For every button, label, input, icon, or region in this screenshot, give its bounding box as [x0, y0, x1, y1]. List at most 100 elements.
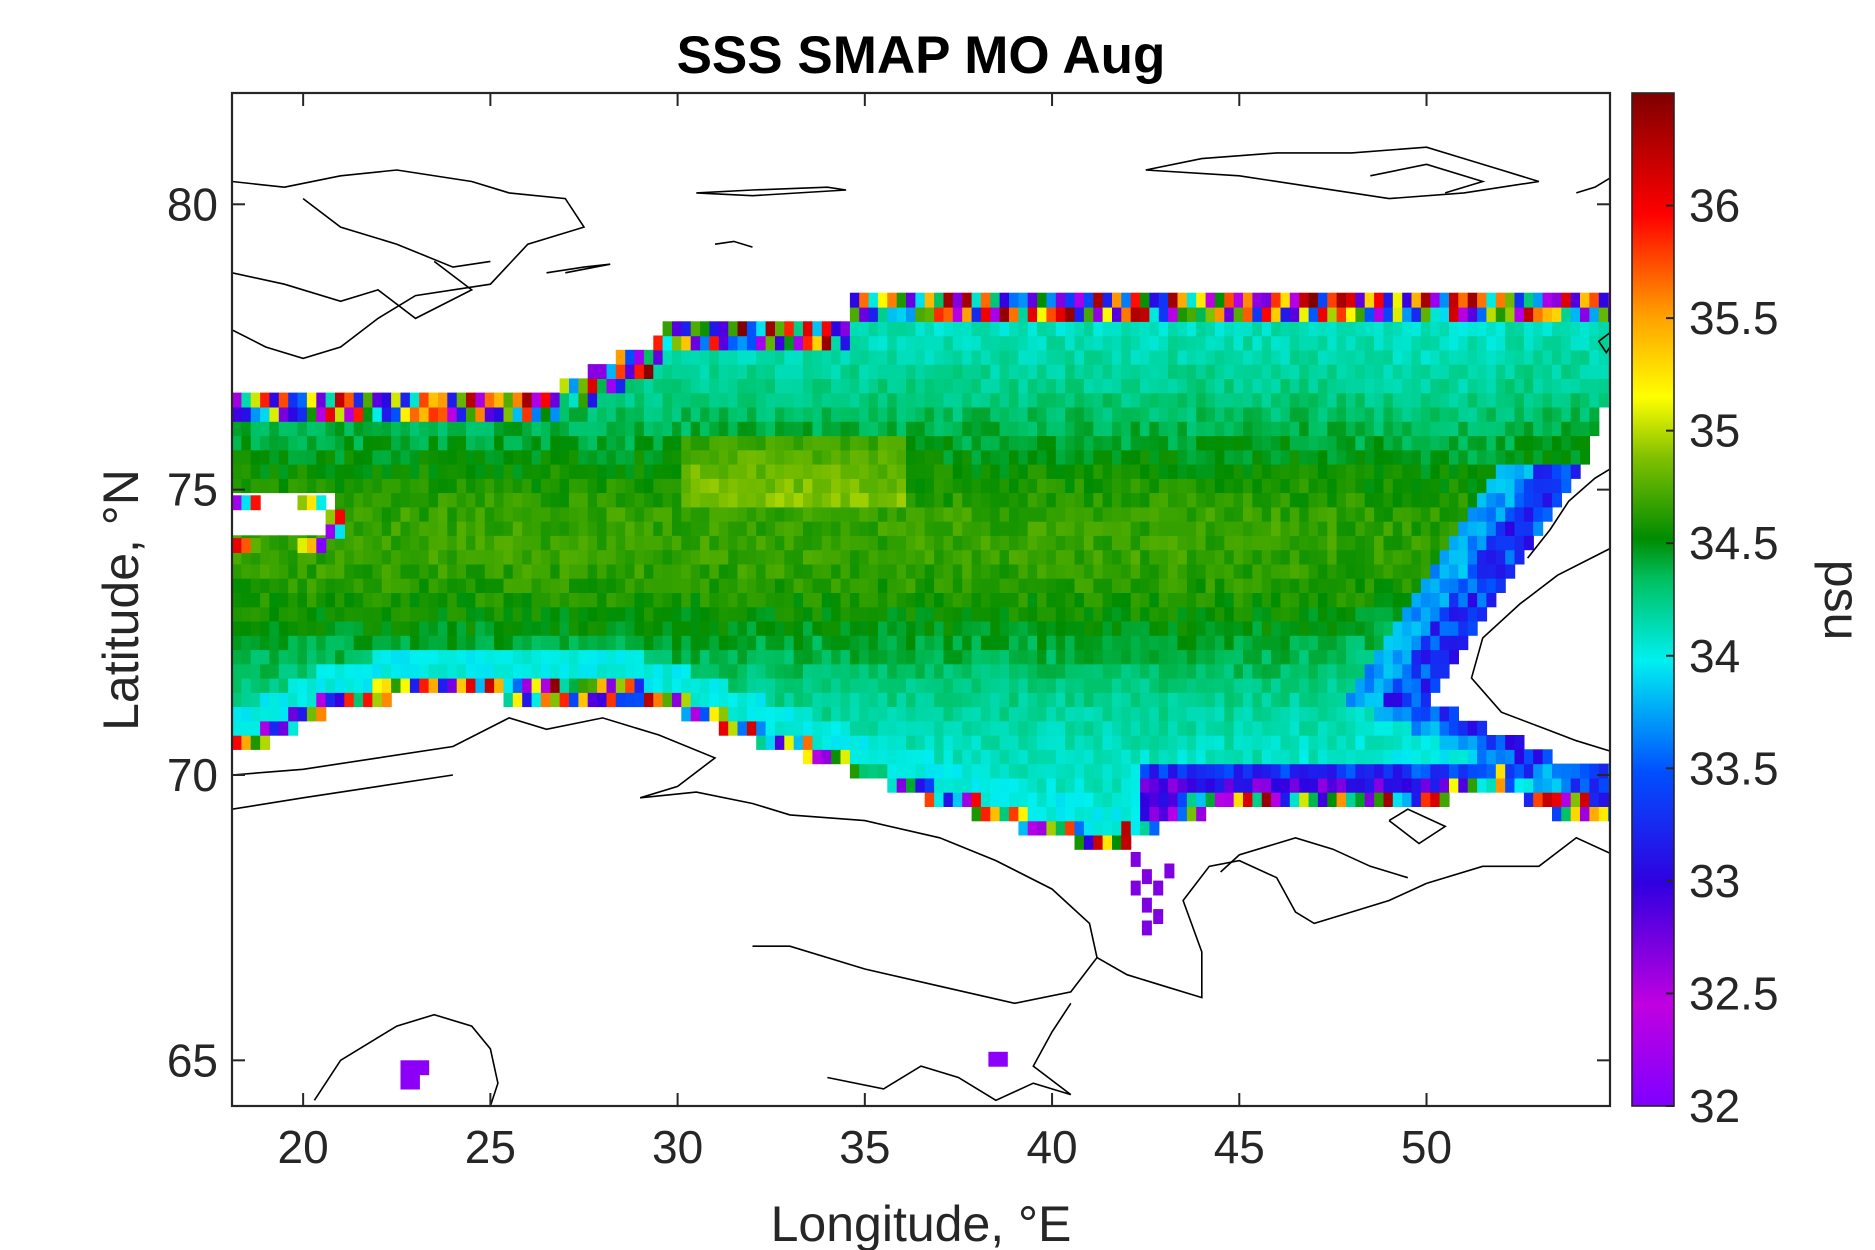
heat-cell — [906, 406, 916, 422]
heat-cell — [1364, 720, 1375, 736]
heat-cell — [1009, 406, 1019, 422]
heat-cell — [1214, 706, 1225, 722]
heat-cell — [1093, 820, 1104, 836]
heat-cell — [278, 706, 289, 722]
heat-cell — [877, 449, 888, 465]
heat-cell — [1289, 749, 1300, 765]
heat-cell — [325, 435, 336, 451]
heat-cell — [1467, 449, 1478, 465]
heat-cell — [466, 506, 476, 522]
heat-cell — [615, 563, 626, 579]
heat-cell — [971, 578, 982, 593]
heat-cell — [1467, 735, 1478, 750]
heat-cell — [990, 763, 1001, 779]
heat-cell — [1224, 349, 1235, 365]
heat-cell — [1093, 506, 1104, 522]
heat-cell — [877, 364, 888, 379]
heat-cell — [1121, 592, 1132, 608]
heat-cell — [1046, 763, 1057, 779]
heat-cell — [1046, 620, 1057, 636]
heat-cell — [1224, 435, 1235, 451]
heat-cell — [1486, 435, 1497, 451]
heat-cell — [812, 678, 823, 693]
heat-cell — [643, 663, 654, 679]
heat-cell — [1093, 478, 1104, 494]
heat-cell — [1252, 620, 1263, 636]
heat-cell — [391, 578, 402, 593]
heat-cell — [643, 678, 654, 693]
heat-cell — [1430, 663, 1441, 679]
heat-cell — [1420, 378, 1431, 394]
heat-cell — [1027, 506, 1038, 522]
heat-cell — [550, 549, 561, 565]
heat-cell — [1252, 378, 1263, 394]
heat-cell — [400, 563, 411, 579]
heat-cell — [634, 506, 645, 522]
heat-cell — [260, 720, 271, 736]
heat-cell — [803, 378, 813, 394]
heat-cell — [587, 521, 598, 536]
heat-cell — [1252, 506, 1263, 522]
heat-cell — [1430, 592, 1441, 608]
heat-cell — [1074, 706, 1085, 722]
heat-cell — [1214, 292, 1225, 308]
heat-cell — [859, 364, 870, 379]
heat-cell — [391, 464, 402, 479]
heat-cell — [1214, 735, 1225, 750]
heat-cell — [250, 678, 261, 693]
heat-cell — [278, 392, 289, 408]
heat-cell — [943, 706, 954, 722]
heat-cell — [821, 620, 832, 636]
heat-cell — [1224, 749, 1235, 765]
heat-cell — [1205, 349, 1216, 365]
heat-cell — [1168, 335, 1179, 351]
heat-cell — [662, 435, 673, 451]
heat-cell — [1280, 521, 1291, 536]
heat-cell — [1420, 735, 1431, 750]
heat-cell — [1327, 435, 1338, 451]
heat-cell — [952, 720, 963, 736]
heat-cell — [447, 478, 458, 494]
heat-cell — [1458, 307, 1469, 322]
heat-cell — [700, 678, 711, 693]
heat-cell — [531, 406, 542, 422]
heat-cell — [1168, 749, 1179, 765]
heat-cell — [700, 435, 711, 451]
heat-cell — [297, 538, 308, 553]
heat-cell — [1214, 421, 1225, 437]
heat-cell — [1037, 592, 1048, 608]
heat-cell — [943, 392, 954, 408]
heat-cell — [1449, 435, 1459, 451]
heat-cell — [475, 464, 486, 479]
heat-cell — [1074, 820, 1085, 836]
heat-cell — [1458, 464, 1469, 479]
heat-cell — [924, 521, 935, 536]
heat-cell — [1355, 777, 1366, 793]
heat-cell — [1505, 292, 1516, 308]
heat-cell — [1243, 506, 1253, 522]
heat-cell — [1346, 563, 1356, 579]
heat-cell — [1046, 364, 1057, 379]
heat-cell — [1561, 763, 1572, 779]
heat-cell — [419, 578, 430, 593]
heat-cell — [1542, 464, 1553, 479]
heat-cell — [1093, 492, 1104, 508]
heat-cell — [634, 678, 645, 693]
heat-cell — [325, 649, 336, 665]
heat-cell — [1046, 421, 1057, 437]
heat-cell — [700, 378, 711, 394]
heat-cell — [1317, 321, 1328, 337]
heat-cell — [1083, 777, 1094, 793]
heat-cell — [1364, 777, 1375, 793]
heat-cell — [587, 535, 598, 551]
heat-cell — [1420, 349, 1431, 365]
heat-cell — [503, 592, 514, 608]
heat-cell — [1477, 720, 1488, 736]
heat-cell — [615, 478, 626, 494]
heat-cell — [1458, 635, 1469, 651]
heat-cell — [877, 421, 888, 437]
heat-cell — [597, 592, 608, 608]
heat-cell — [831, 464, 842, 479]
heat-cell — [550, 521, 561, 536]
heat-cell — [1449, 620, 1459, 636]
